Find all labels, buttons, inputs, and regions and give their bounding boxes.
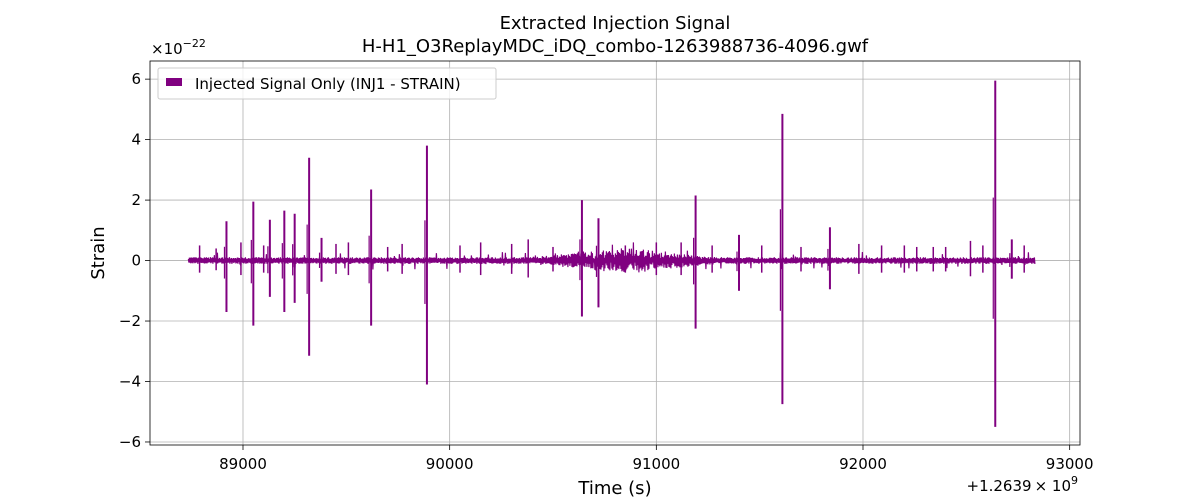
x-tick-label: 90000 [426, 455, 474, 473]
x-offset-prefix: +1.2639 [967, 477, 1032, 495]
y-multiplier-label: ×10−22 [151, 37, 206, 58]
legend-box [157, 67, 497, 100]
y-axis-label: Strain [88, 226, 109, 279]
legend: Injected Signal Only (INJ1 - STRAIN) [157, 67, 497, 100]
x-tick-label: 89000 [219, 455, 267, 473]
y-tick-label: −4 [119, 373, 141, 391]
x-tick-label: 91000 [632, 455, 680, 473]
signal-trace [187, 242, 1036, 273]
x-offset-suffix: × 10 [1035, 477, 1071, 495]
plot-frame [149, 60, 1081, 446]
x-axis-ticks: 89000 90000 91000 92000 93000 [219, 445, 1094, 473]
y-tick-label: 2 [131, 191, 141, 209]
legend-entry-label: Injected Signal Only (INJ1 - STRAIN) [195, 75, 461, 93]
y-tick-label: −6 [119, 433, 141, 451]
legend-swatch [166, 78, 182, 86]
y-tick-label: 4 [131, 131, 141, 149]
x-tick-label: 93000 [1046, 455, 1094, 473]
x-tick-label: 92000 [839, 455, 887, 473]
x-offset-label: +1.2639 × 109 [967, 474, 1079, 495]
chart-title: Extracted Injection Signal [500, 13, 731, 34]
x-offset-exponent: 9 [1071, 474, 1078, 487]
y-tick-label: 0 [131, 252, 141, 270]
y-multiplier-base: ×10 [151, 40, 183, 58]
x-axis-label: Time (s) [577, 478, 651, 499]
signal-series [187, 80, 1036, 427]
y-tick-label: −2 [119, 312, 141, 330]
y-tick-label: 6 [131, 70, 141, 88]
grid-lines [150, 61, 1080, 445]
y-axis-ticks: −6 −4 −2 0 2 4 6 [119, 70, 150, 451]
y-multiplier-exponent: −22 [183, 37, 206, 50]
chart-subtitle: H-H1_O3ReplayMDC_iDQ_combo-1263988736-40… [362, 36, 869, 57]
